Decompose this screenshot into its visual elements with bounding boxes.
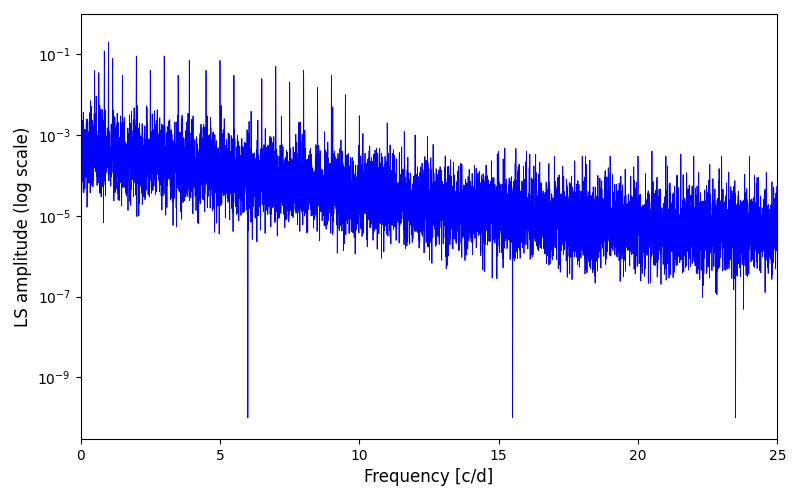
- Y-axis label: LS amplitude (log scale): LS amplitude (log scale): [14, 126, 32, 326]
- X-axis label: Frequency [c/d]: Frequency [c/d]: [364, 468, 494, 486]
